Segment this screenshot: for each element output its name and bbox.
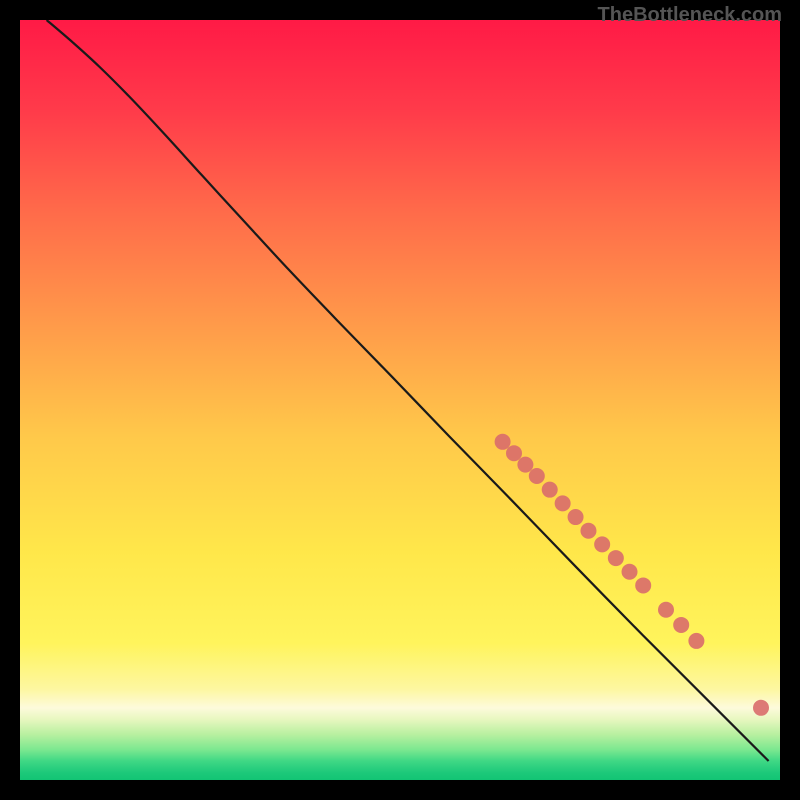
markers-group [495, 434, 769, 716]
data-marker [658, 602, 674, 618]
data-marker [555, 495, 571, 511]
data-marker [635, 577, 651, 593]
curve-line [47, 20, 769, 761]
data-marker [495, 434, 511, 450]
chart-overlay [20, 20, 780, 780]
data-marker [506, 445, 522, 461]
data-marker [542, 482, 558, 498]
data-marker [622, 564, 638, 580]
data-marker [673, 617, 689, 633]
data-marker [688, 633, 704, 649]
data-marker [517, 457, 533, 473]
data-marker [594, 536, 610, 552]
plot-area [20, 20, 780, 780]
data-marker [568, 509, 584, 525]
data-marker [608, 550, 624, 566]
data-marker [529, 468, 545, 484]
data-marker [580, 523, 596, 539]
watermark-text: TheBottleneck.com [598, 4, 782, 27]
data-marker [753, 700, 769, 716]
